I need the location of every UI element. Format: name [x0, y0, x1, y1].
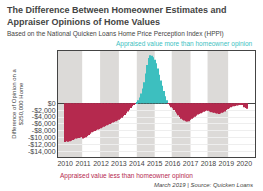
- svg-text:Appraised value more than home: Appraised value more than homeowner opin…: [116, 40, 253, 48]
- svg-text:-$14,000: -$14,000: [28, 148, 56, 155]
- svg-text:2016: 2016: [165, 160, 181, 167]
- svg-text:2013: 2013: [111, 160, 127, 167]
- svg-text:$0: $0: [48, 100, 56, 107]
- svg-text:Appraised value less than home: Appraised value less than homeowner opin…: [60, 172, 193, 180]
- svg-text:2019: 2019: [219, 160, 235, 167]
- svg-text:March 2019 | Source: Quicken L: March 2019 | Source: Quicken Loans: [154, 182, 253, 188]
- svg-text:2010: 2010: [57, 160, 73, 167]
- svg-text:2020: 2020: [236, 160, 252, 167]
- svg-text:2012: 2012: [93, 160, 109, 167]
- svg-text:2015: 2015: [147, 160, 163, 167]
- svg-text:The Difference Between Homeown: The Difference Between Homeowner Estimat…: [7, 5, 227, 27]
- svg-text:2011: 2011: [76, 160, 91, 167]
- svg-text:-$8,000: -$8,000: [32, 127, 56, 134]
- svg-text:-$10,000: -$10,000: [28, 134, 56, 141]
- svg-text:-$4,000: -$4,000: [32, 113, 56, 120]
- svg-text:Based on the National Quicken: Based on the National Quicken Loans Home…: [7, 30, 224, 38]
- svg-text:Difference of Opinion on a$250: Difference of Opinion on a$250,000 Home: [11, 69, 25, 139]
- svg-text:-$6,000: -$6,000: [32, 120, 56, 127]
- svg-text:2014: 2014: [129, 160, 145, 167]
- svg-text:-$2,000: -$2,000: [32, 107, 56, 114]
- svg-text:2018: 2018: [201, 160, 217, 167]
- svg-text:2017: 2017: [183, 160, 199, 167]
- svg-text:-$12,000: -$12,000: [28, 141, 56, 148]
